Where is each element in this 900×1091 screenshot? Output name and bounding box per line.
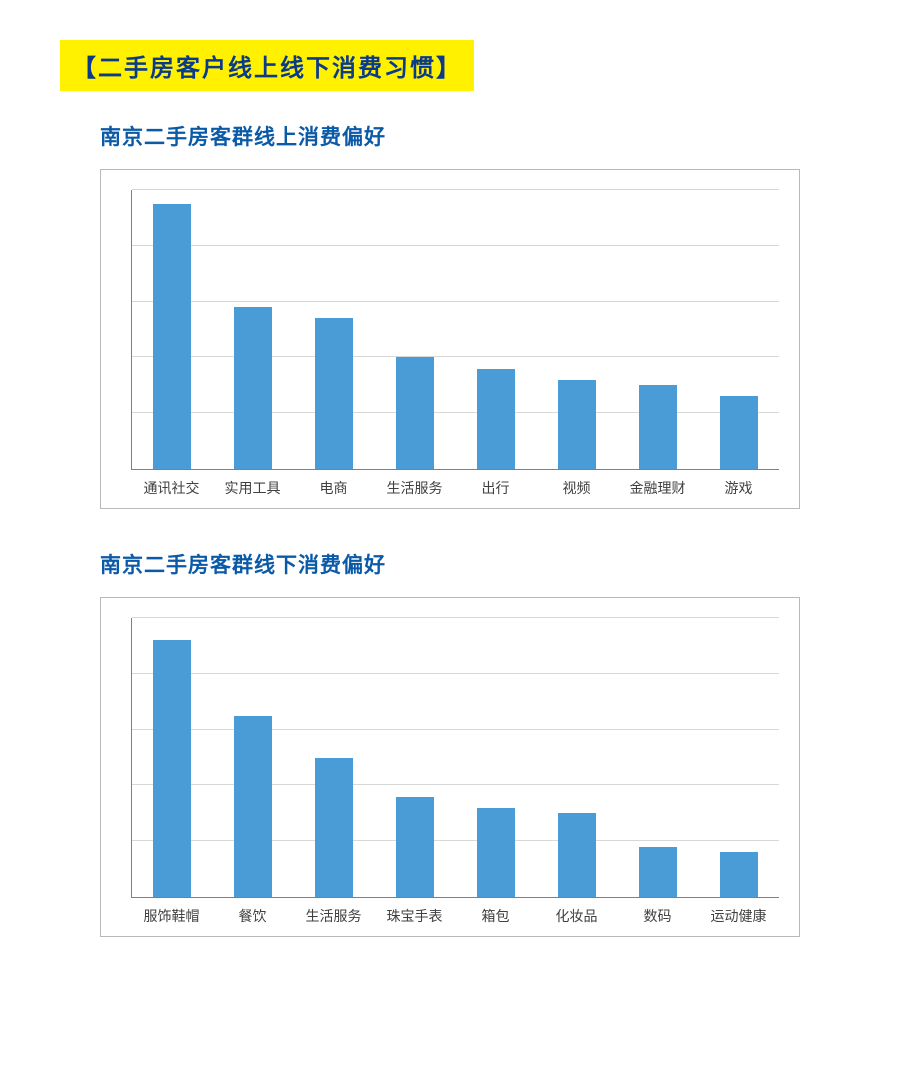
bar (639, 847, 677, 897)
bar-wrap (536, 618, 617, 897)
bar-wrap (375, 190, 456, 469)
x-axis-label: 珠宝手表 (374, 906, 455, 926)
bar-wrap (456, 190, 537, 469)
bar (153, 640, 191, 897)
x-axis-label: 电商 (293, 478, 374, 498)
x-axis-label: 数码 (617, 906, 698, 926)
bar (234, 716, 272, 897)
chart1-plot (131, 190, 779, 470)
chart1-xlabels: 通讯社交实用工具电商生活服务出行视频金融理财游戏 (131, 478, 779, 498)
bar-wrap (698, 190, 779, 469)
chart2-title: 南京二手房客群线下消费偏好 (100, 549, 800, 579)
x-axis-label: 金融理财 (617, 478, 698, 498)
chart2-plot (131, 618, 779, 898)
bar (153, 204, 191, 469)
bar-wrap (132, 190, 213, 469)
header-band: 【二手房客户线上线下消费习惯】 (60, 40, 474, 91)
bar (477, 808, 515, 897)
x-axis-label: 实用工具 (212, 478, 293, 498)
bar-wrap (456, 618, 537, 897)
bar (396, 357, 434, 469)
x-axis-label: 餐饮 (212, 906, 293, 926)
x-axis-label: 出行 (455, 478, 536, 498)
chart2-box: 服饰鞋帽餐饮生活服务珠宝手表箱包化妆品数码运动健康 (100, 597, 800, 937)
bar (315, 758, 353, 898)
bar (558, 813, 596, 897)
x-axis-label: 服饰鞋帽 (131, 906, 212, 926)
x-axis-label: 生活服务 (293, 906, 374, 926)
bar (639, 385, 677, 469)
x-axis-label: 游戏 (698, 478, 779, 498)
bar (396, 797, 434, 897)
chart2-xlabels: 服饰鞋帽餐饮生活服务珠宝手表箱包化妆品数码运动健康 (131, 906, 779, 926)
chart1-box: 通讯社交实用工具电商生活服务出行视频金融理财游戏 (100, 169, 800, 509)
bar (315, 318, 353, 469)
x-axis-label: 生活服务 (374, 478, 455, 498)
bar (477, 369, 515, 469)
bar-wrap (617, 618, 698, 897)
bar-wrap (213, 190, 294, 469)
bar (720, 852, 758, 897)
bar-wrap (375, 618, 456, 897)
x-axis-label: 通讯社交 (131, 478, 212, 498)
bar-wrap (294, 190, 375, 469)
bar (234, 307, 272, 469)
chart1-title: 南京二手房客群线上消费偏好 (100, 121, 800, 151)
bar-wrap (294, 618, 375, 897)
bar (558, 380, 596, 469)
bar (720, 396, 758, 469)
bar-wrap (698, 618, 779, 897)
x-axis-label: 化妆品 (536, 906, 617, 926)
bar-wrap (617, 190, 698, 469)
bar-wrap (536, 190, 617, 469)
header-title: 【二手房客户线上线下消费习惯】 (72, 55, 462, 82)
x-axis-label: 视频 (536, 478, 617, 498)
bar-wrap (213, 618, 294, 897)
x-axis-label: 箱包 (455, 906, 536, 926)
chart1-section: 南京二手房客群线上消费偏好 通讯社交实用工具电商生活服务出行视频金融理财游戏 (100, 121, 800, 509)
x-axis-label: 运动健康 (698, 906, 779, 926)
bar-wrap (132, 618, 213, 897)
chart2-section: 南京二手房客群线下消费偏好 服饰鞋帽餐饮生活服务珠宝手表箱包化妆品数码运动健康 (100, 549, 800, 937)
